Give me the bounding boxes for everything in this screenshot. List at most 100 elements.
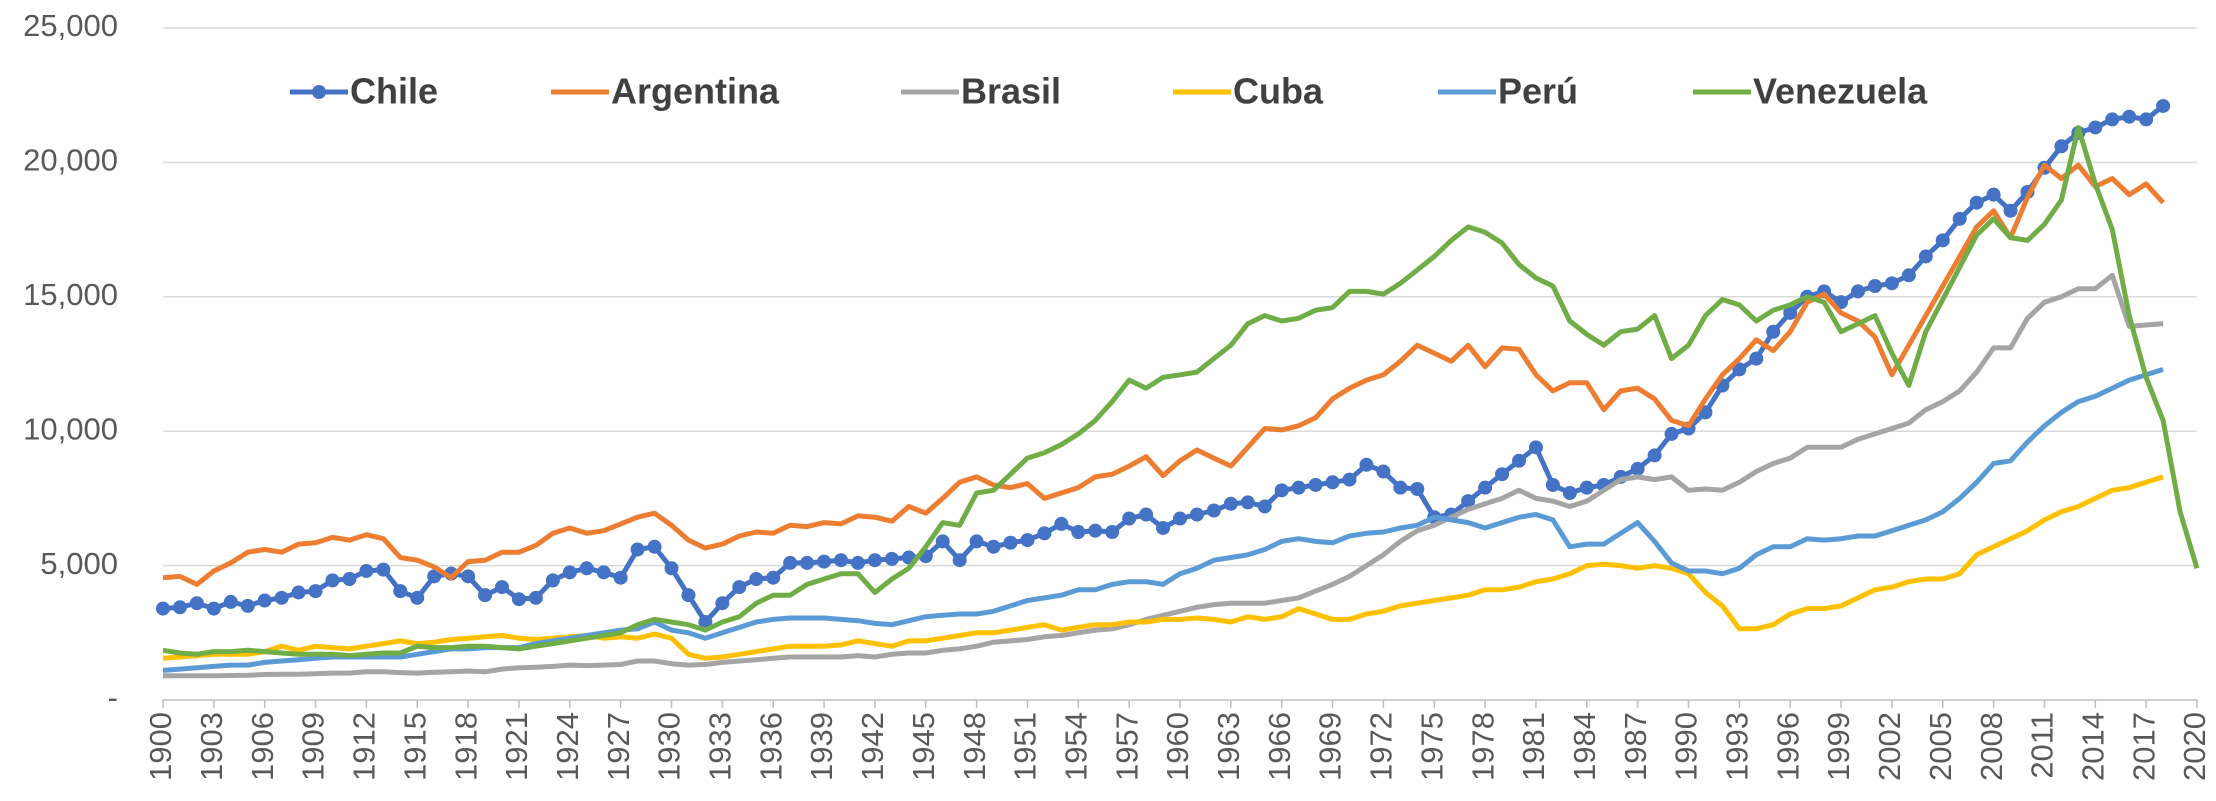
y-tick-label: 5,000 bbox=[40, 546, 118, 581]
point bbox=[1986, 187, 2001, 202]
series-line bbox=[163, 272, 2164, 679]
x-tick-label: 1909 bbox=[296, 712, 331, 781]
point bbox=[1291, 480, 1306, 495]
point bbox=[613, 570, 628, 585]
x-tick-label: 2020 bbox=[2177, 712, 2212, 781]
point bbox=[1664, 426, 1679, 441]
x-tick-label: 2002 bbox=[1872, 712, 1907, 781]
point bbox=[783, 555, 798, 570]
point bbox=[817, 554, 832, 569]
legend-label: Argentina bbox=[611, 71, 780, 112]
point bbox=[1189, 507, 1204, 522]
x-tick-label: 1939 bbox=[804, 712, 839, 781]
point bbox=[766, 570, 781, 585]
series-line bbox=[162, 162, 2165, 587]
x-tick-label: 2014 bbox=[2075, 712, 2110, 781]
series-line bbox=[162, 367, 2164, 673]
x-tick-label: 1972 bbox=[1364, 712, 1399, 781]
point bbox=[1410, 481, 1425, 496]
legend-label: Perú bbox=[1498, 71, 1578, 112]
point bbox=[1528, 440, 1543, 455]
point bbox=[1630, 461, 1645, 476]
point bbox=[834, 553, 848, 568]
y-tick-label: 20,000 bbox=[23, 143, 118, 178]
point bbox=[274, 590, 289, 605]
point bbox=[1122, 511, 1137, 526]
x-tick-label: 1900 bbox=[143, 712, 178, 781]
point bbox=[800, 555, 815, 570]
point bbox=[1495, 467, 1510, 482]
point bbox=[359, 563, 374, 578]
x-tick-label: 1942 bbox=[855, 712, 890, 781]
x-tick-label: 1927 bbox=[601, 712, 636, 781]
point bbox=[1071, 525, 1086, 539]
point bbox=[2156, 98, 2171, 113]
point bbox=[308, 584, 323, 599]
point bbox=[172, 600, 187, 615]
point bbox=[1766, 324, 1781, 339]
point bbox=[884, 551, 899, 566]
point bbox=[1173, 511, 1187, 526]
point bbox=[1325, 475, 1340, 490]
point bbox=[1139, 507, 1154, 522]
point bbox=[1969, 195, 1984, 210]
point bbox=[1579, 480, 1594, 495]
point bbox=[850, 555, 865, 570]
y-tick-label: 15,000 bbox=[23, 277, 118, 312]
point bbox=[2088, 120, 2103, 135]
point bbox=[1223, 496, 1238, 511]
x-tick-label: 1996 bbox=[1770, 712, 1805, 781]
point bbox=[223, 594, 238, 609]
y-tick-label: 10,000 bbox=[23, 411, 118, 446]
point bbox=[495, 580, 509, 595]
point bbox=[749, 572, 764, 587]
point bbox=[1901, 268, 1916, 283]
legend-label: Brasil bbox=[961, 71, 1061, 112]
point bbox=[2003, 203, 2018, 218]
x-tick-label: 2005 bbox=[1923, 712, 1958, 781]
point bbox=[1478, 480, 1493, 495]
point bbox=[1749, 351, 1764, 366]
point bbox=[1935, 233, 1950, 248]
point bbox=[1054, 516, 1069, 531]
point bbox=[1257, 499, 1272, 514]
point bbox=[1647, 448, 1662, 463]
point bbox=[156, 601, 170, 616]
point bbox=[562, 565, 577, 580]
x-tick-label: 1999 bbox=[1821, 712, 1856, 781]
point bbox=[240, 598, 255, 613]
point bbox=[1393, 480, 1408, 495]
point bbox=[478, 588, 493, 603]
point bbox=[1037, 526, 1052, 541]
point bbox=[1020, 533, 1035, 548]
point bbox=[1156, 520, 1171, 535]
point bbox=[1952, 211, 1967, 226]
point bbox=[376, 562, 391, 577]
point bbox=[969, 534, 984, 549]
x-tick-label: 1957 bbox=[1109, 712, 1144, 781]
legend-label: Chile bbox=[350, 71, 438, 112]
x-tick-label: 1951 bbox=[1008, 712, 1043, 781]
x-tick-label: 1921 bbox=[499, 712, 534, 781]
point bbox=[1867, 279, 1882, 294]
point bbox=[1732, 362, 1747, 377]
point bbox=[1088, 523, 1103, 538]
x-tick-label: 1933 bbox=[703, 712, 738, 781]
point bbox=[596, 565, 611, 580]
point bbox=[1545, 477, 1560, 492]
point bbox=[1851, 284, 1865, 299]
x-tick-label: 1978 bbox=[1465, 712, 1500, 781]
x-tick-label: 2008 bbox=[1974, 712, 2009, 781]
point bbox=[2139, 112, 2154, 127]
x-tick-label: 1936 bbox=[753, 712, 788, 781]
point bbox=[986, 539, 1001, 554]
x-tick-label: 1984 bbox=[1567, 712, 1602, 781]
point bbox=[342, 572, 357, 587]
point bbox=[935, 534, 950, 549]
point bbox=[1512, 453, 1526, 468]
point bbox=[1308, 477, 1323, 492]
x-tick-label: 1912 bbox=[347, 712, 382, 781]
point bbox=[2054, 139, 2069, 154]
x-tick-label: 1963 bbox=[1211, 712, 1246, 781]
